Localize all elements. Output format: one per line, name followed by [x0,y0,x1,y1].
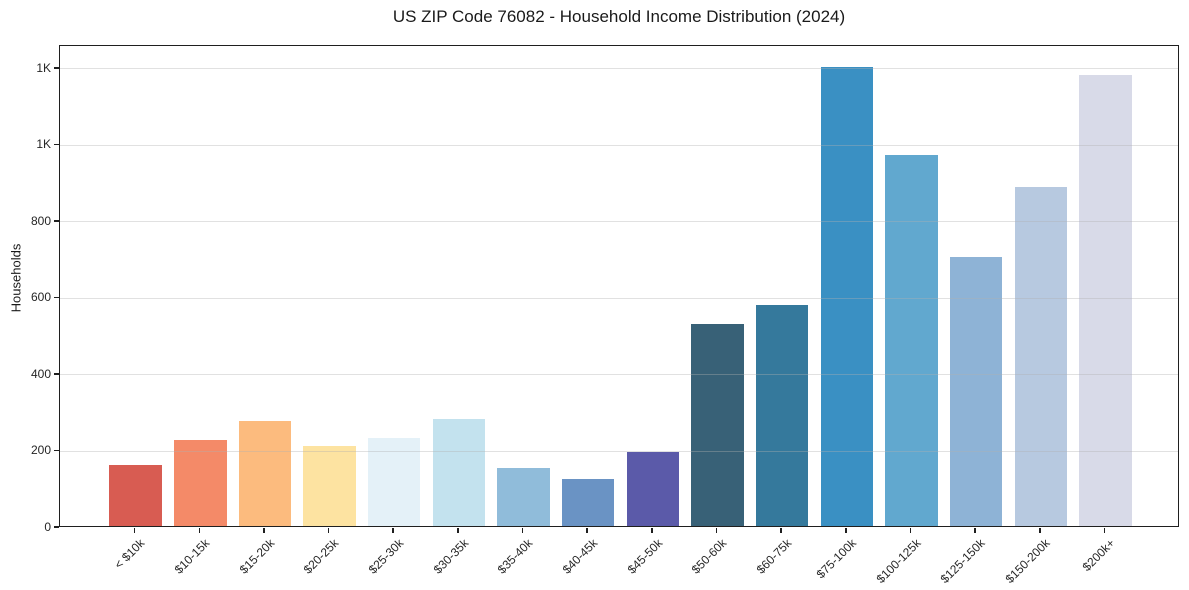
bar-10-15k [174,439,227,526]
y-tick-label: 200 [30,443,51,458]
bar-75-100k [820,66,874,526]
bar-30-35k [432,418,486,526]
x-tick-label: $150-200k [1002,536,1053,587]
bar-25-30k [367,437,421,526]
x-tick-mark [909,528,912,533]
x-tick-mark [586,528,588,533]
x-tick-mark [974,528,976,533]
x-tick-mark [327,528,330,533]
chart-title: US ZIP Code 76082 - Household Income Dis… [392,7,846,26]
x-tick-label: $100-125k [873,536,924,587]
bar-60-75k [755,305,809,526]
x-tick-label: $75-100k [813,536,859,582]
x-tick-label: $10-15k [171,536,213,577]
bar-40-45k [561,478,615,526]
x-tick-label: $25-30k [365,536,407,577]
x-tick-mark [780,528,782,533]
x-tick-mark [263,528,265,533]
x-tick-mark [715,528,718,533]
x-tick-label: $45-50k [624,536,665,577]
bar-150-200k [1014,187,1068,526]
x-tick-mark [457,528,459,533]
y-tick-mark [54,220,59,222]
x-tick-mark [1103,528,1106,533]
grid-layer [60,46,1178,526]
bar-125-150k [949,257,1003,526]
bar-15-20k [238,421,292,526]
bar-50-60k [691,323,744,526]
plot-area [59,45,1179,527]
x-tick-mark [651,528,653,533]
y-tick-mark [54,143,59,146]
x-tick-label: < $10k [111,536,148,572]
x-tick-label: $200k+ [1079,536,1118,574]
gridline [60,374,1178,376]
x-tick-mark [521,528,524,533]
bar-20-25k [303,446,356,526]
gridline [60,68,1178,70]
bar-45-50k [626,452,680,526]
bar-200k [1079,75,1132,526]
x-tick-mark [198,528,200,533]
y-tick-label: 800 [30,213,51,228]
y-tick-label: 600 [30,290,51,305]
y-tick-mark [54,449,59,452]
x-tick-label: $60-75k [753,536,795,577]
y-tick-mark [54,296,59,299]
gridline [60,144,1178,146]
gridline [60,450,1178,452]
x-tick-mark [845,528,847,533]
y-tick-label: 1K [36,60,51,75]
x-tick-mark [392,528,394,533]
bars-layer [60,46,1178,526]
x-tick-label: $15-20k [236,536,277,577]
x-tick-label: $35-40k [494,536,536,577]
bar-35-40k [497,467,550,526]
y-tick-label: 400 [30,366,51,381]
y-tick-mark [54,526,59,528]
x-tick-label: $20-25k [300,536,342,577]
y-tick-mark [54,67,59,69]
y-tick-label: 1K [36,137,51,152]
gridline [60,297,1178,299]
bar-100-125k [885,154,938,526]
gridline [60,221,1178,223]
y-tick-mark [54,373,59,375]
x-tick-label: $50-60k [688,536,730,577]
x-tick-mark [1039,528,1041,533]
x-tick-label: $40-45k [559,536,601,577]
x-tick-label: $125-150k [938,536,989,587]
x-tick-mark [133,528,136,533]
bar-10k [109,464,162,526]
x-tick-label: $30-35k [430,536,471,577]
y-tick-label: 0 [44,520,51,534]
